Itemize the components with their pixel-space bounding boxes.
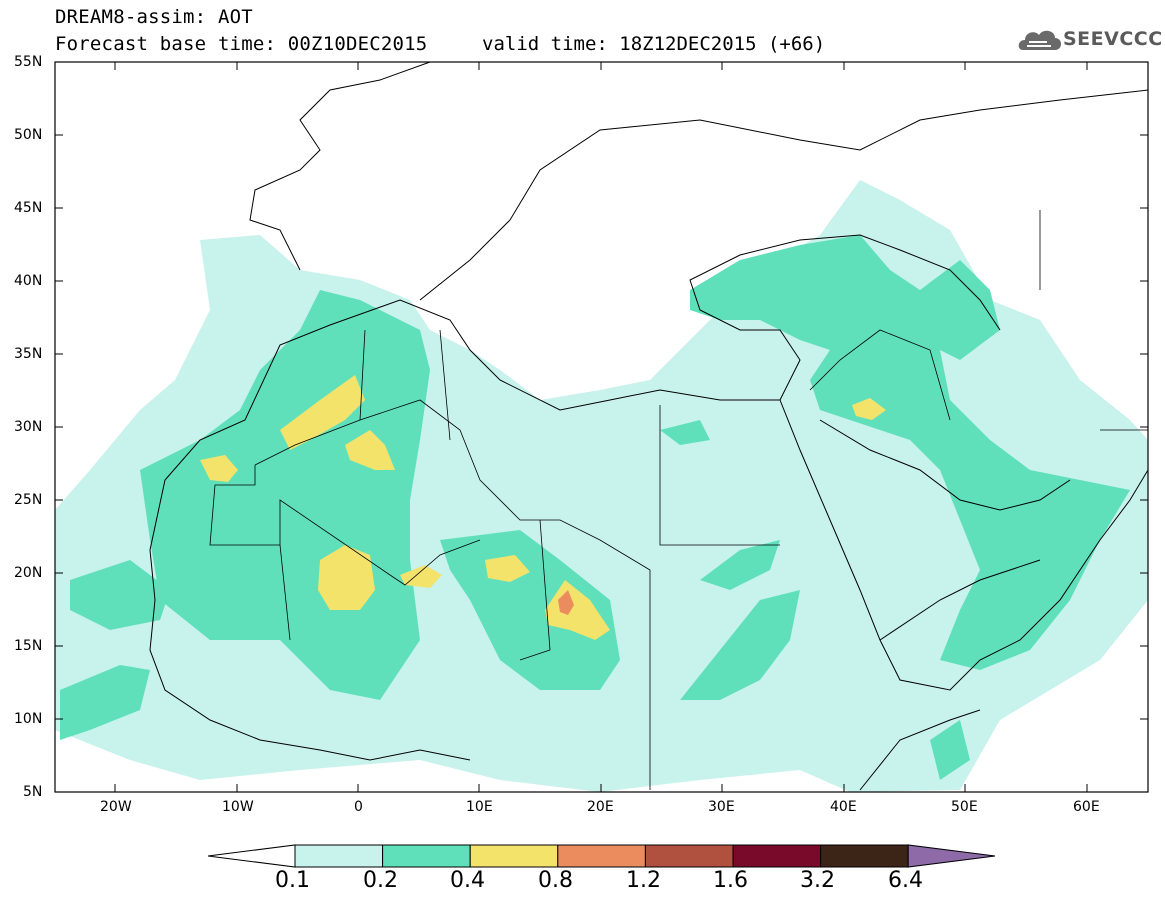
chart-title: DREAM8-assim: AOT [55, 6, 253, 28]
forecast-base-time: Forecast base time: 00Z10DEC2015 [55, 33, 428, 55]
valid-time: valid time: 18Z12DEC2015 (+66) [482, 33, 826, 55]
colorbar-label: 0.1 [275, 868, 310, 893]
lat-label: 55N [14, 54, 43, 70]
lon-label: 40E [830, 799, 857, 815]
lon-label: 20W [100, 799, 132, 815]
lat-label: 50N [14, 127, 43, 143]
colorbar-label: 1.2 [626, 868, 661, 893]
lat-label: 25N [14, 492, 43, 508]
lat-label: 5N [23, 784, 43, 800]
lon-label: 60E [1073, 799, 1100, 815]
lat-label: 10N [14, 711, 43, 727]
colorbar-label: 0.4 [450, 868, 485, 893]
lat-label: 35N [14, 346, 43, 362]
lon-label: 20E [587, 799, 614, 815]
lon-label: 0 [354, 799, 363, 815]
aot-level-0-8 [558, 590, 574, 615]
colorbar-label: 0.8 [538, 868, 573, 893]
colorbar-label: 6.4 [888, 868, 923, 893]
axis-ticks [55, 61, 1148, 792]
lat-label: 30N [14, 419, 43, 435]
lat-label: 40N [14, 273, 43, 289]
lat-label: 15N [14, 638, 43, 654]
cloud-icon [1018, 30, 1061, 50]
colorbar-label: 0.2 [363, 868, 398, 893]
coastlines [149, 62, 1148, 791]
colorbar-label: 3.2 [800, 868, 835, 893]
aot-level-0-4 [200, 375, 886, 640]
country-borders [209, 210, 1148, 790]
lon-label: 30E [708, 799, 735, 815]
lon-label: 10E [466, 799, 493, 815]
colorbar-label: 1.6 [713, 868, 748, 893]
lat-label: 45N [14, 200, 43, 216]
lon-label: 50E [951, 799, 978, 815]
logo-text: SEEVCCC [1063, 28, 1163, 50]
lon-label: 10W [222, 799, 254, 815]
lat-label: 20N [14, 565, 43, 581]
